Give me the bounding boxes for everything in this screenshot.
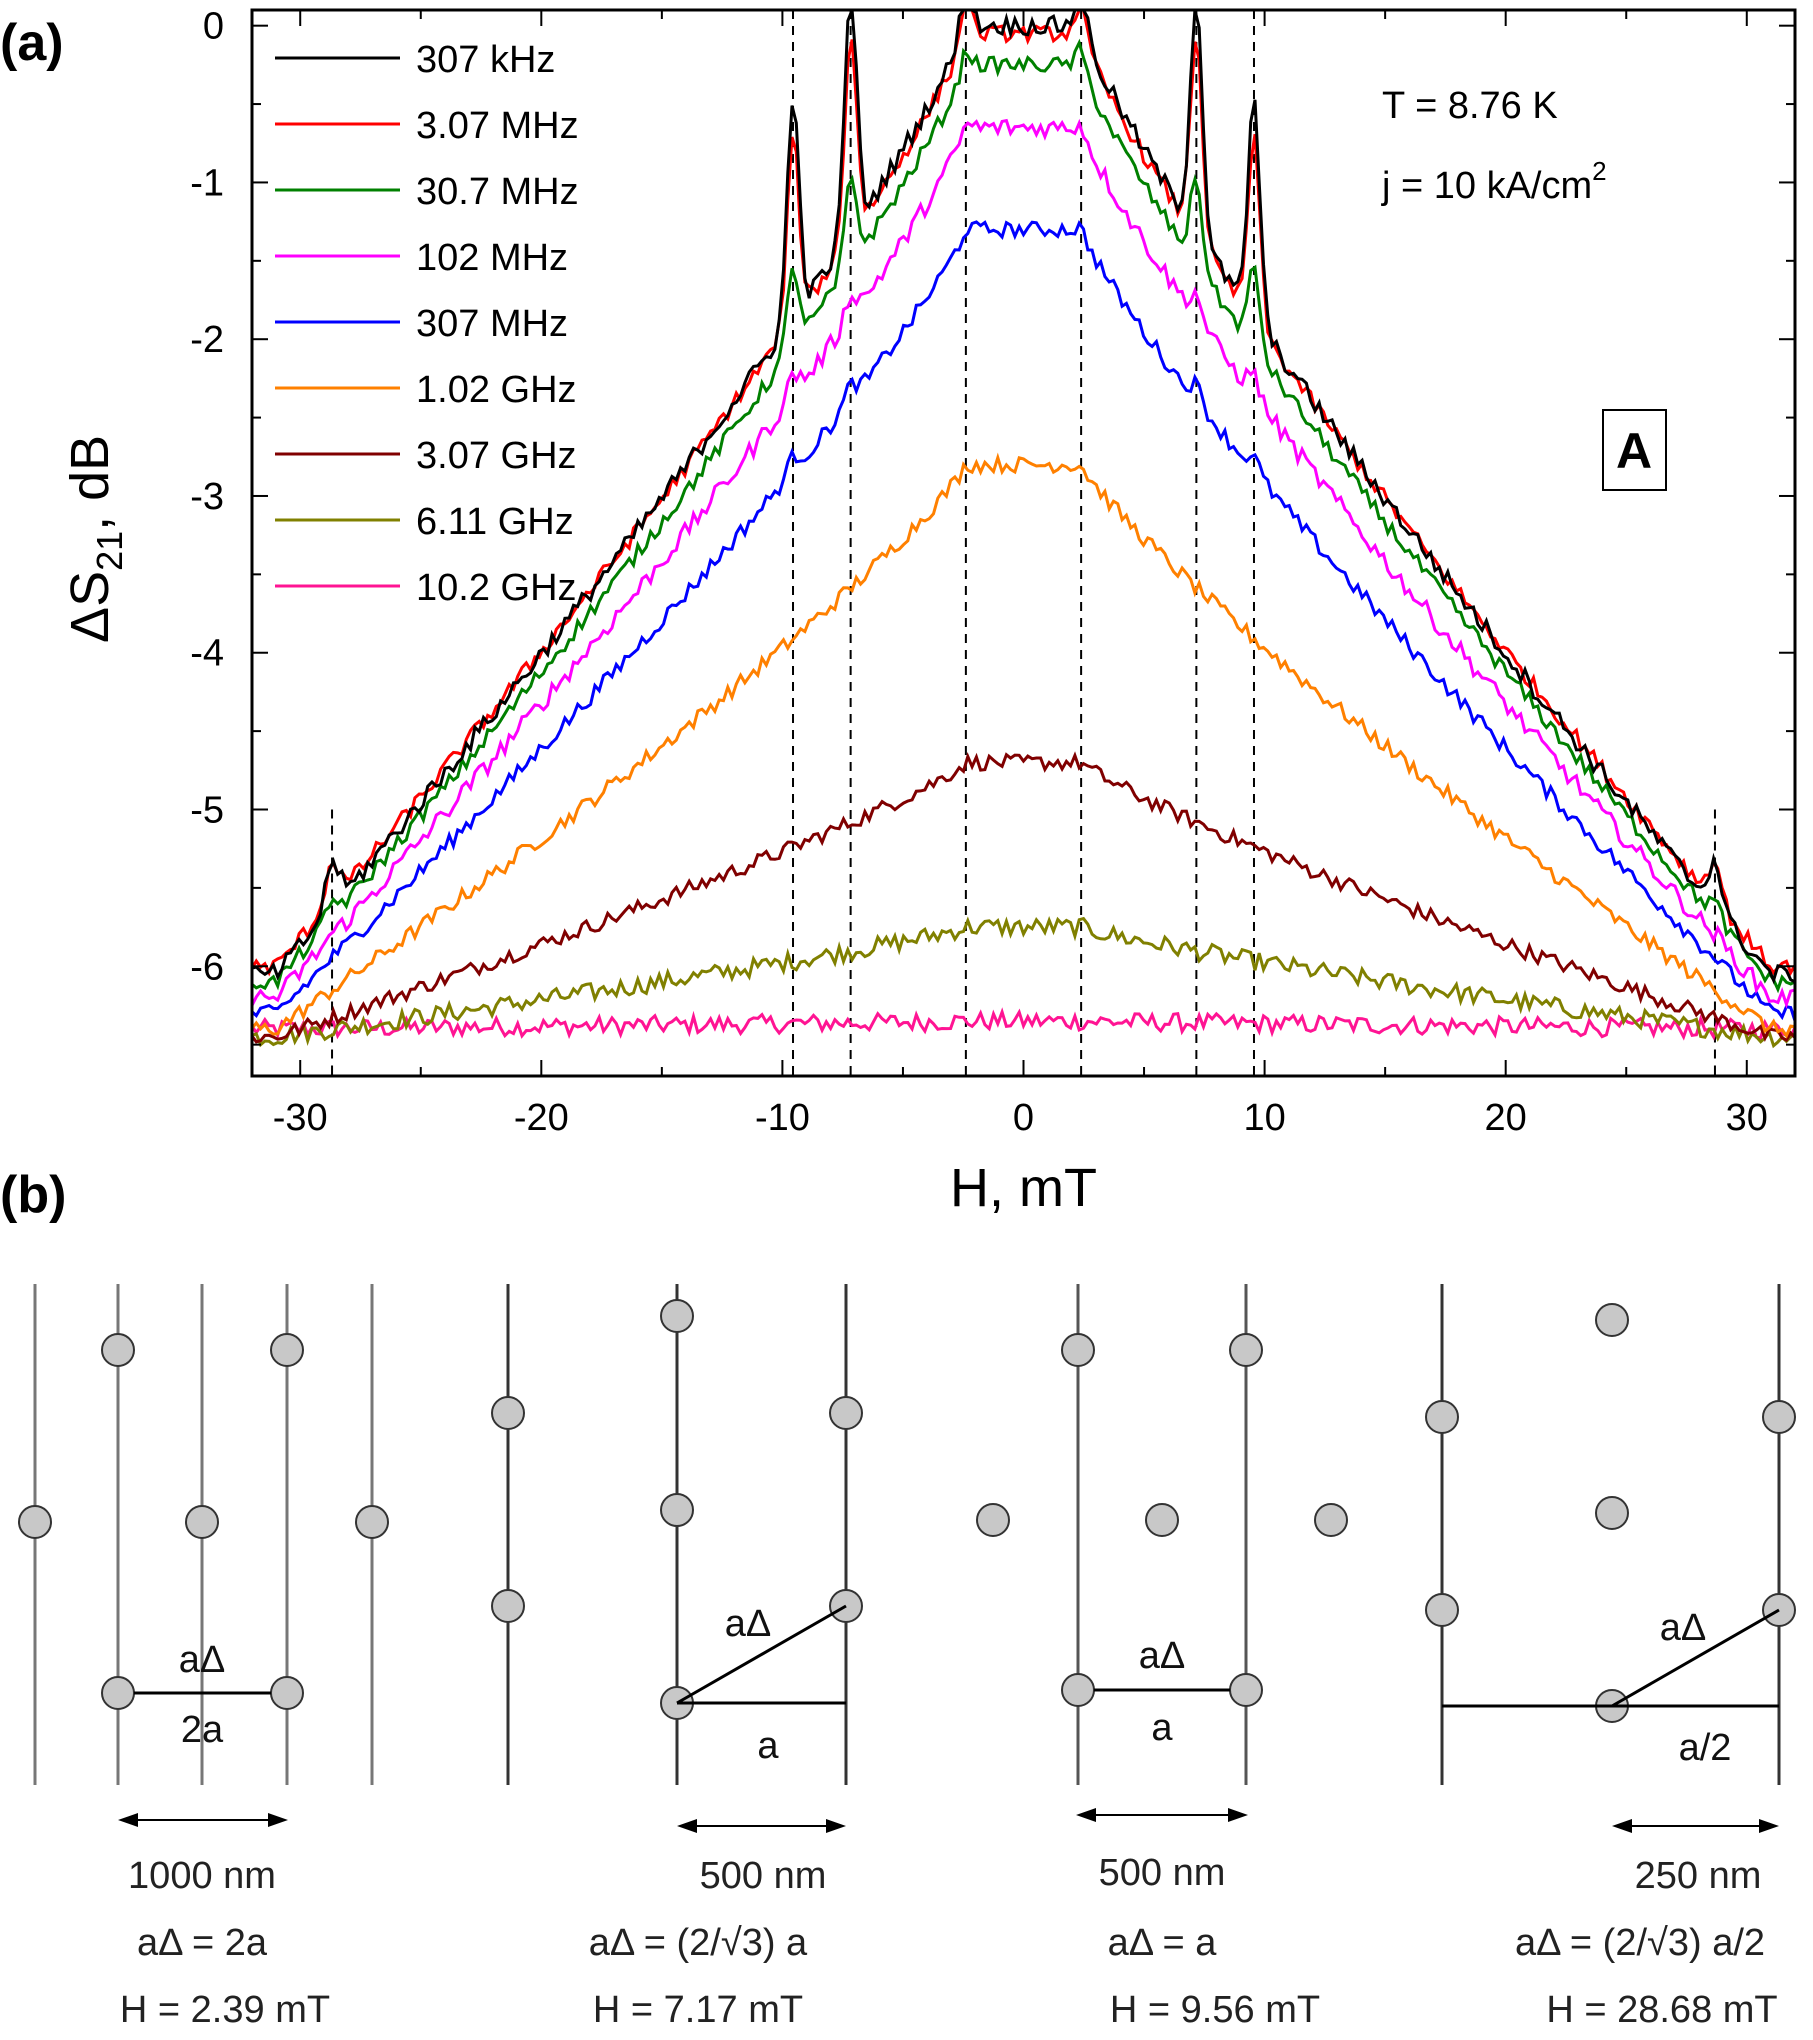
series-line-3 <box>250 118 1796 1009</box>
diagram-3-relation: aΔ = a <box>1108 1922 1218 1964</box>
diagram-1-distance: 1000 nm <box>128 1855 276 1897</box>
diagram-1: aΔ 2a 1000 nm aΔ = 2a H = 2.39 mT <box>18 1284 389 2031</box>
x-tick-label: 30 <box>1726 1097 1768 1139</box>
legend-label-4: 307 MHz <box>416 303 568 345</box>
x-tick-label: -20 <box>514 1097 569 1139</box>
legend-label-1: 3.07 MHz <box>416 105 579 147</box>
x-tick-label: 10 <box>1243 1097 1285 1139</box>
y-tick-label: -1 <box>190 162 224 204</box>
diagram-2-base: a <box>757 1725 779 1767</box>
x-axis-title: H, mT <box>950 1158 1097 1218</box>
panel-b-label: (b) <box>0 1166 66 1224</box>
y-axis-title-sub: 21 <box>89 531 130 571</box>
legend-label-5: 1.02 GHz <box>416 369 577 411</box>
diagram-4-distance: 250 nm <box>1635 1855 1762 1897</box>
diagram-2-arrow <box>677 1819 846 1833</box>
diagram-4-field: H = 28.68 mT <box>1546 1989 1777 2031</box>
diagram-2-distance: 500 nm <box>700 1855 827 1897</box>
series-line-0 <box>251 8 1796 985</box>
diagram-1-title: aΔ <box>179 1639 226 1681</box>
diagram-4-vortices <box>1425 1303 1796 1723</box>
series-line-7 <box>251 916 1796 1049</box>
diagram-2: aΔ a 500 nm aΔ = (2/√3) a H = 7.17 mT <box>491 1284 863 2031</box>
diagram-4-title: aΔ <box>1660 1607 1707 1649</box>
diagram-3-field: H = 9.56 mT <box>1110 1989 1320 2031</box>
y-axis-title-main: ΔS <box>60 571 120 643</box>
diagram-3: aΔ a 500 nm aΔ = a H = 9.56 mT <box>976 1284 1348 2031</box>
y-tick-label: -3 <box>190 476 224 518</box>
y-tick-label: -5 <box>190 790 224 832</box>
legend-label-0: 307 kHz <box>416 39 555 81</box>
diagram-2-vortices <box>491 1299 863 1720</box>
x-tick-label: -30 <box>273 1097 328 1139</box>
diagram-4-base: a/2 <box>1679 1727 1732 1769</box>
current-annotation-exp: 2 <box>1592 156 1606 186</box>
series-line-1 <box>250 8 1797 977</box>
boxed-label: A <box>1616 423 1652 479</box>
diagram-4-relation: aΔ = (2/√3) a/2 <box>1515 1922 1765 1964</box>
diagram-4: aΔ a/2 250 nm aΔ = (2/√3) a/2 H = 28.68 … <box>1425 1284 1796 2031</box>
y-axis-title-tail: , dB <box>60 435 120 531</box>
series-line-8 <box>250 1007 1797 1041</box>
chart-panel-a: -30 -20 -10 0 10 20 30 0-1-2-3-4-5-6 H, mT ΔS2… <box>60 6 1797 1218</box>
current-annotation: j = 10 kA/cm2 <box>1381 156 1607 207</box>
lattice-diagrams: aΔ 2a 1000 nm aΔ = 2a H = 2.39 mT <box>18 1284 1796 2031</box>
diagram-2-relation: aΔ = (2/√3) a <box>589 1922 808 1964</box>
diagram-2-bond <box>676 1604 847 1705</box>
diagram-4-lines <box>1440 1284 1781 1785</box>
series-line-2 <box>251 38 1796 994</box>
y-axis-title: ΔS21, dB <box>60 435 130 643</box>
legend-label-7: 6.11 GHz <box>416 501 574 543</box>
legend-label-3: 102 MHz <box>416 237 568 279</box>
diagram-4-arrow <box>1612 1819 1779 1833</box>
panel-a-label: (a) <box>0 14 64 72</box>
y-axis: 0 -1 -2 -3 -4 -5 -6 <box>190 6 1795 1046</box>
diagram-4-bond <box>1611 1608 1780 1708</box>
legend-label-6: 3.07 GHz <box>416 435 577 477</box>
y-tick-label: -4 <box>190 633 224 675</box>
diagram-2-title: aΔ <box>725 1603 772 1645</box>
x-tick-label: 0 <box>1013 1097 1034 1139</box>
diagram-3-arrow <box>1076 1808 1248 1822</box>
diagram-1-arrow <box>118 1813 288 1827</box>
diagram-1-base: 2a <box>181 1709 224 1751</box>
x-axis: -30 -20 -10 0 10 20 30 <box>273 10 1768 1139</box>
y-tick-label: -2 <box>190 319 224 361</box>
current-annotation-base: j = 10 kA/cm <box>1381 165 1592 207</box>
diagram-3-distance: 500 nm <box>1099 1852 1226 1894</box>
diagram-1-field: H = 2.39 mT <box>120 1989 330 2031</box>
x-tick-label: 20 <box>1485 1097 1527 1139</box>
diagram-3-base: a <box>1151 1707 1173 1749</box>
series-line-5 <box>250 452 1796 1039</box>
y-tick-label: -6 <box>190 946 224 988</box>
series-lines <box>250 8 1797 1049</box>
diagram-3-vortices <box>976 1333 1348 1707</box>
diagram-3-title: aΔ <box>1139 1635 1186 1677</box>
legend: 307 kHz 3.07 MHz 30.7 MHz 102 MHz 307 MHz 1.0… <box>275 39 579 609</box>
boxed-label-frame <box>1602 409 1667 491</box>
temperature-annotation: T = 8.76 K <box>1382 85 1558 127</box>
series-line-6 <box>250 751 1797 1044</box>
y-tick-label: 0 <box>203 6 224 48</box>
series-line-4 <box>250 220 1797 1022</box>
x-tick-label: -10 <box>755 1097 810 1139</box>
legend-label-2: 30.7 MHz <box>416 171 579 213</box>
diagram-1-relation: aΔ = 2a <box>137 1922 268 1964</box>
diagram-2-field: H = 7.17 mT <box>593 1989 803 2031</box>
legend-label-8: 10.2 GHz <box>416 567 577 609</box>
